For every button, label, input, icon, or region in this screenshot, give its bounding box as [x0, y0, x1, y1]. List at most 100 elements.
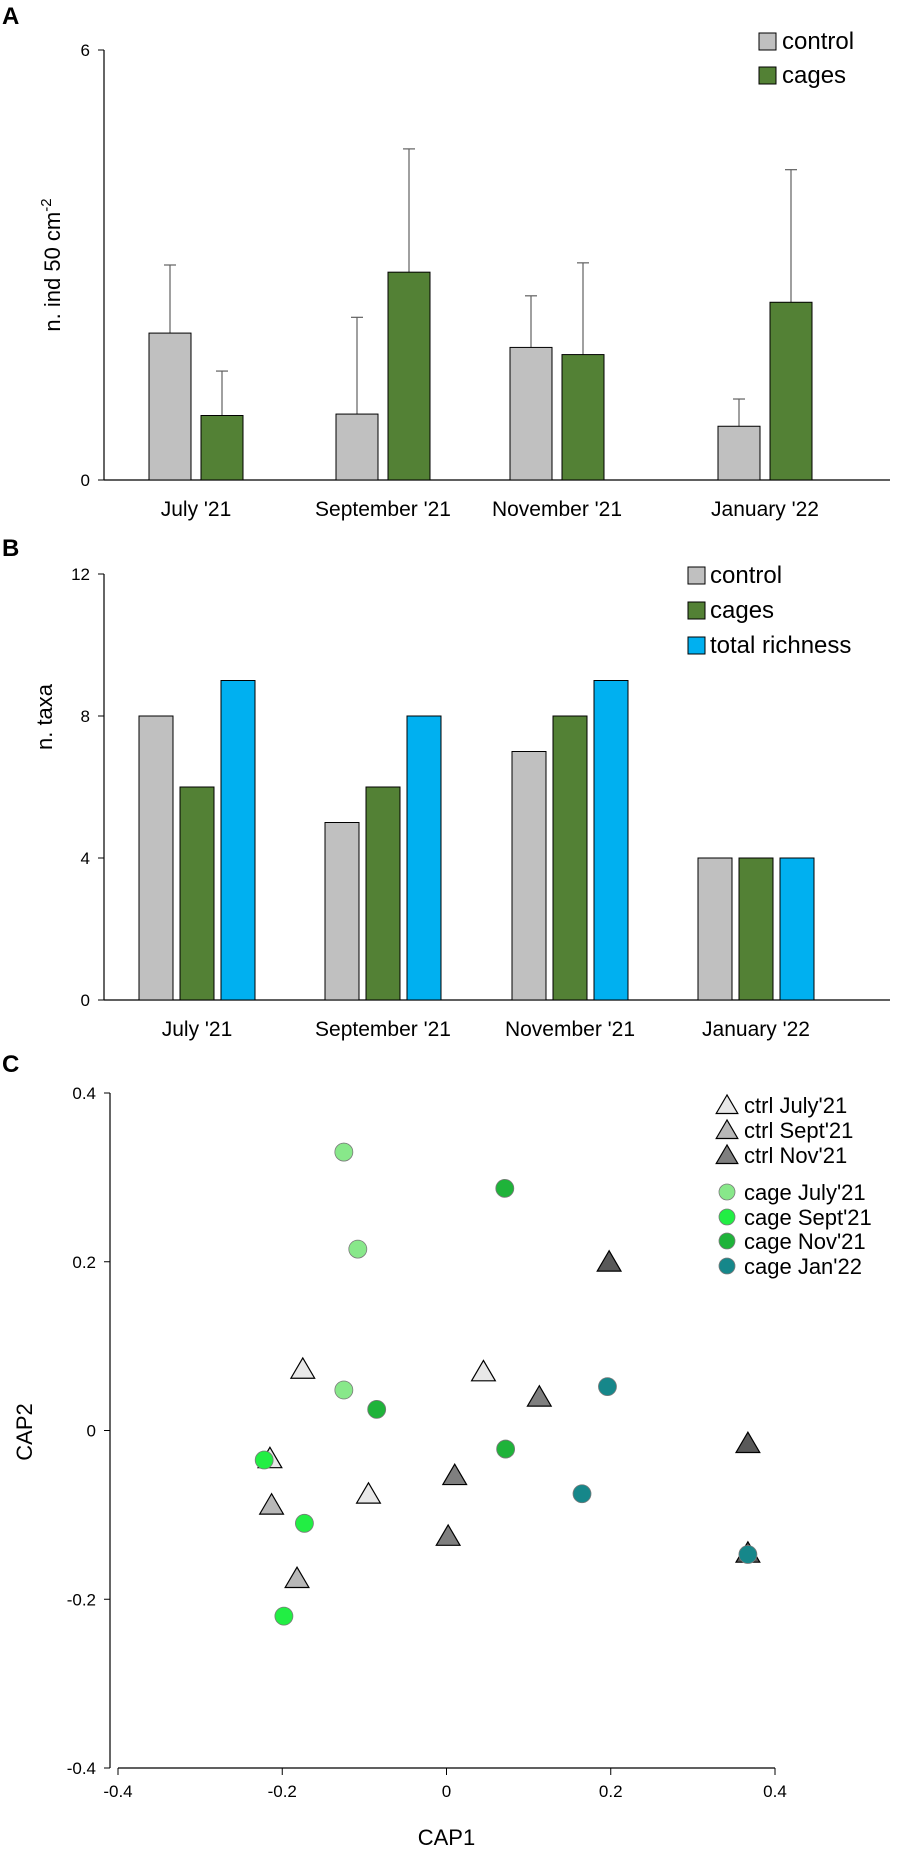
panel-c-scatter-plot: -0.4 -0.2 0 0.2 0.4 -0.4 -0.2 0 0.2 0.4 CAP1 CAP2 ct… — [12, 1084, 872, 1850]
panel-b-x-tick-label: January '22 — [702, 1018, 810, 1041]
panel-a-bar-control — [335, 413, 379, 481]
panel-c-point-cage-jan-22 — [598, 1377, 617, 1397]
panel-b-bar-total-richness — [220, 680, 256, 1001]
panel-b-bar-control — [511, 751, 547, 1001]
panel-c-point-cage-sept-21 — [274, 1606, 294, 1626]
panel-c-legend-marker-ctrl-sept-21 — [715, 1118, 739, 1140]
panel-b-legend-swatch-control — [687, 566, 706, 585]
panel-b-legend-swatch-total-richness — [687, 636, 706, 655]
panel-b-bar-cages — [365, 786, 401, 1001]
panel-c-legend-label-ctrl-sept-21: ctrl Sept'21 — [744, 1118, 853, 1143]
panel-letter-a: A — [2, 3, 19, 30]
panel-c-y-tick-label: -0.4 — [67, 1759, 96, 1778]
panel-c-point-cage-nov-21 — [367, 1400, 387, 1419]
panel-c-legend-marker-cage-july-21 — [718, 1183, 736, 1201]
panel-c-legend-marker-cage-sept-21 — [718, 1208, 736, 1226]
panel-c-y-axis-title: CAP2 — [12, 1403, 37, 1460]
panel-a-y-axis-title: n. ind 50 cm-2 — [38, 198, 65, 331]
panel-c-y-tick-label: 0 — [87, 1422, 96, 1441]
panel-a-bar-cages — [561, 354, 605, 481]
panel-b-legend-swatch-cages — [687, 601, 706, 620]
panel-b-bar-cages — [738, 857, 774, 1001]
panel-a-legend-swatch-cages — [758, 66, 777, 85]
panel-c-point-cage-july-21 — [334, 1380, 354, 1400]
panel-c-legend-label-cage-july-21: cage July'21 — [744, 1180, 866, 1205]
panel-c-point-cage-sept-21 — [254, 1450, 274, 1470]
panel-a-bar-cages — [200, 415, 244, 481]
panel-c-point-ctrl-july-21 — [470, 1359, 497, 1382]
panel-b-bar-control — [697, 857, 733, 1001]
panel-a-bar-control — [148, 332, 192, 481]
panel-c-x-tick-label: 0.4 — [763, 1782, 787, 1801]
panel-a-bar-control — [509, 346, 553, 481]
panel-b-bar-chart: 0 4 8 12 n. taxa July '21 September '21 Novembe… — [32, 562, 890, 1041]
panel-c-legend-marker-cage-jan-22 — [718, 1257, 736, 1275]
panel-b-bar-total-richness — [779, 857, 815, 1001]
panel-c-point-cage-nov-21 — [496, 1439, 516, 1459]
panel-b-x-tick-label: September '21 — [315, 1018, 451, 1041]
panel-c-point-ctrl-jan-22 — [734, 1430, 761, 1454]
panel-c-legend-marker-ctrl-july-21 — [715, 1093, 739, 1115]
panel-c-x-tick-label: 0 — [442, 1782, 451, 1801]
panel-b-y-tick-label: 8 — [81, 707, 90, 726]
panel-a-legend-label-cages: cages — [782, 62, 846, 89]
panel-c-legend-label-cage-jan-22: cage Jan'22 — [744, 1254, 862, 1279]
panel-b-bar-cages — [552, 715, 588, 1001]
panel-a-x-tick-label: January '22 — [711, 498, 819, 521]
panel-b-bar-control — [324, 822, 360, 1001]
panel-c-x-axis-title: CAP1 — [418, 1825, 475, 1850]
panel-b-y-axis-title: n. taxa — [32, 683, 57, 750]
panel-a-y-tick-label: 0 — [81, 471, 90, 490]
panel-a-legend-swatch-control — [758, 32, 777, 51]
panel-c-y-tick-label: -0.2 — [67, 1590, 96, 1609]
panel-c-point-cage-jan-22 — [572, 1484, 592, 1504]
panel-c-legend-marker-cage-nov-21 — [718, 1232, 736, 1250]
panel-c-legend-label-ctrl-july-21: ctrl July'21 — [744, 1093, 847, 1118]
panel-b-y-tick-label: 0 — [81, 991, 90, 1010]
panel-a-y-axis-title-main: n. ind 50 cm — [40, 212, 65, 332]
panel-b-bar-total-richness — [406, 715, 442, 1001]
panel-c-point-ctrl-nov-21 — [526, 1384, 553, 1407]
panel-c-point-cage-july-21 — [334, 1142, 354, 1162]
panel-c-x-tick-label: -0.2 — [268, 1782, 297, 1801]
panel-c-point-cage-july-21 — [348, 1239, 368, 1259]
panel-b-bar-total-richness — [593, 680, 629, 1001]
panel-c-legend-marker-ctrl-nov-21 — [715, 1143, 739, 1165]
panel-a-bar-chart: 0 6 n. ind 50 cm-2 July '21 September '21 Nov… — [38, 28, 890, 521]
panel-c-legend-label-cage-sept-21: cage Sept'21 — [744, 1205, 872, 1230]
panel-b-y-tick-label: 4 — [81, 849, 90, 868]
panel-a-x-tick-label: November '21 — [492, 498, 622, 521]
panel-c-point-ctrl-nov-21 — [435, 1523, 462, 1546]
panel-a-x-tick-label: July '21 — [161, 498, 232, 521]
panel-b-legend-label-control: control — [710, 562, 782, 589]
panel-c-point-ctrl-nov-21 — [441, 1463, 468, 1486]
panel-c-legend-label-cage-nov-21: cage Nov'21 — [744, 1229, 866, 1254]
panel-c-point-ctrl-july-21 — [289, 1356, 316, 1379]
panel-c-point-cage-jan-22 — [738, 1545, 758, 1564]
panel-b-y-tick-label: 12 — [71, 565, 90, 584]
panel-b-x-tick-label: November '21 — [505, 1018, 635, 1041]
panel-c-point-cage-nov-21 — [495, 1178, 515, 1198]
panel-c-y-tick-label: 0.4 — [72, 1084, 96, 1103]
panel-c-legend-label-ctrl-nov-21: ctrl Nov'21 — [744, 1143, 847, 1168]
panel-c-point-ctrl-jan-22 — [596, 1249, 623, 1272]
panel-a-bar-cages — [769, 301, 813, 481]
panel-a-legend-label-control: control — [782, 28, 854, 55]
panel-letter-b: B — [2, 535, 19, 562]
panel-a-y-axis-title-superscript: -2 — [38, 198, 55, 211]
panel-b-x-tick-label: July '21 — [162, 1018, 233, 1041]
panel-a-y-tick-label: 6 — [81, 41, 90, 60]
panel-letter-c: C — [2, 1051, 19, 1078]
panel-b-legend-label-cages: cages — [710, 597, 774, 624]
panel-a-bar-control — [717, 425, 761, 481]
panel-c-x-tick-label: 0.2 — [599, 1782, 623, 1801]
panel-b-legend-label-total-richness: total richness — [710, 632, 851, 659]
panel-b-bar-cages — [179, 786, 215, 1001]
panel-b-bar-control — [138, 715, 174, 1001]
panel-c-point-ctrl-sept-21 — [258, 1492, 285, 1515]
panel-c-point-ctrl-sept-21 — [284, 1565, 310, 1589]
panel-a-bar-cages — [387, 271, 431, 481]
panel-c-point-ctrl-july-21 — [355, 1481, 382, 1504]
